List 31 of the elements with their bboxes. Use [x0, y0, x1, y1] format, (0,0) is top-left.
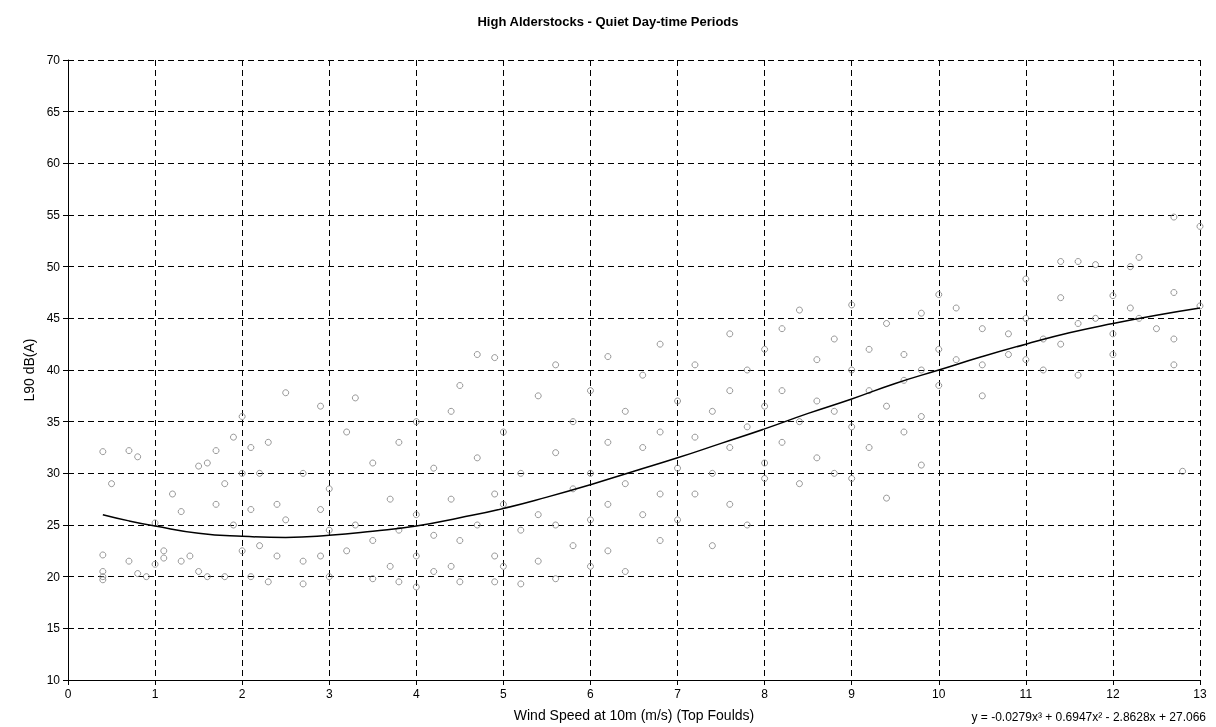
- x-tick-label: 7: [674, 687, 682, 701]
- y-tick-label: 20: [46, 569, 61, 584]
- x-tick-label: 12: [1106, 687, 1120, 701]
- x-tick-label: 2: [238, 687, 246, 701]
- text: y = -0.0279x³ + 0.6947x² - 2.8628x + 27.066: [971, 710, 1207, 724]
- x-tick-label: 13: [1193, 687, 1207, 701]
- x-tick-label: 9: [848, 687, 856, 701]
- y-tick-label: 40: [46, 363, 61, 377]
- x-tick-label: 6: [587, 687, 595, 701]
- y-tick-label: 10: [46, 673, 61, 687]
- x-tick-label: 4: [412, 687, 420, 701]
- x-tick-label: 3: [325, 687, 333, 701]
- y-tick-label: 60: [46, 156, 61, 171]
- y-axis-title: L90 dB(A): [20, 338, 37, 402]
- x-tick-label: 8: [761, 687, 769, 701]
- chart-title: High Alderstocks - Quiet Day-time Periods: [477, 14, 739, 29]
- x-tick-label: 5: [500, 687, 508, 701]
- y-tick-label: 55: [46, 208, 61, 222]
- x-tick-label: 11: [1019, 687, 1033, 701]
- y-tick-label: 25: [46, 518, 61, 532]
- y-tick-label: 30: [46, 466, 61, 481]
- y-tick-label: 15: [46, 621, 61, 636]
- x-tick-label: 1: [151, 687, 159, 701]
- x-tick-label: 0: [64, 687, 72, 701]
- y-tick-label: 70: [46, 53, 61, 67]
- y-tick-label: 65: [46, 104, 61, 119]
- x-axis-title: Wind Speed at 10m (m/s) (Top Foulds): [513, 707, 755, 723]
- y-tick-label: 50: [46, 259, 61, 274]
- x-tick-label: 10: [932, 687, 946, 701]
- y-tick-label: 45: [46, 311, 61, 326]
- y-tick-label: 35: [46, 414, 61, 429]
